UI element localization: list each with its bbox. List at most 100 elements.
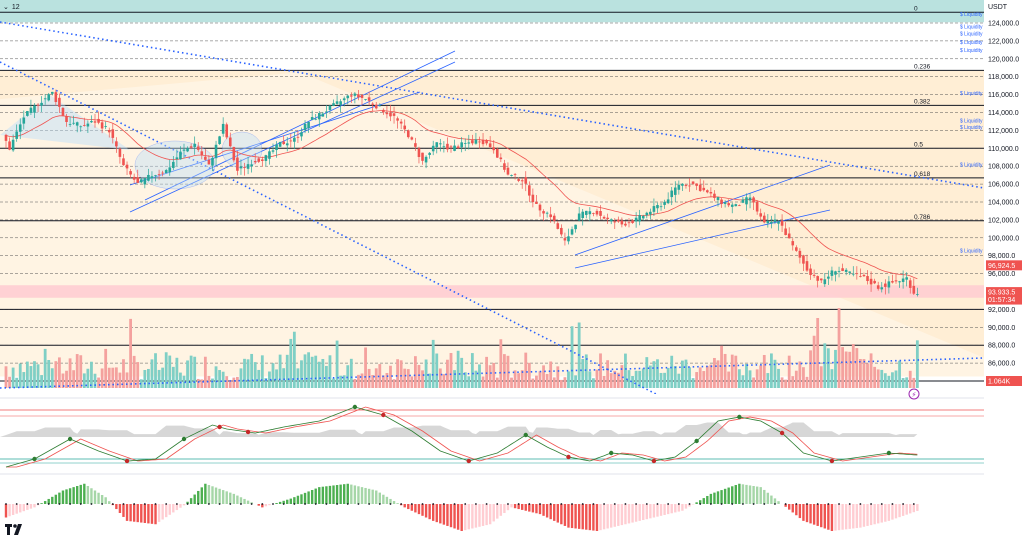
price-tick-label: 110,000.0 (988, 146, 1019, 153)
liquidity-label: $ Liquidity (960, 40, 983, 46)
volume-bar (584, 354, 588, 388)
volume-bar (784, 379, 788, 388)
liquidity-label: $ Liquidity (960, 12, 983, 18)
candle-body (827, 276, 830, 279)
volume-bar (545, 373, 549, 388)
candle-body (118, 148, 122, 157)
volume-bar (631, 375, 634, 388)
macd-bar (478, 504, 481, 527)
macd-bar (236, 495, 239, 504)
candle-body (837, 270, 841, 272)
candle-body (727, 203, 730, 206)
macd-zero-dot (517, 503, 520, 505)
candle-body (802, 255, 805, 264)
candle-body (225, 124, 229, 138)
candle-body (417, 148, 421, 157)
macd-bar (43, 501, 47, 504)
macd-zero-dot (902, 503, 905, 505)
volume-bar (602, 375, 606, 388)
macd-zero-dot (122, 503, 125, 505)
volume-bar (374, 368, 378, 388)
macd-bar (517, 504, 520, 510)
candle-body (4, 134, 8, 141)
macd-bar (229, 492, 232, 504)
candle-body (617, 219, 620, 222)
volume-bar (431, 339, 435, 388)
axis-background (984, 0, 1024, 542)
price-axis[interactable]: 124,000.0 122,000.0 120,000.0 118,000.0 116,… (984, 0, 1024, 542)
volume-bar (844, 351, 848, 388)
oscillator-panel[interactable]: 80.040.00.0-40.0-80.0 (0, 403, 1004, 474)
volume-bar (392, 379, 396, 388)
macd-bar (748, 485, 752, 504)
candle-body (243, 167, 246, 168)
interval-label[interactable]: 12 (11, 3, 20, 11)
fib-top-zone (0, 0, 984, 23)
volume-bar (268, 371, 271, 388)
price-tick-label: 114,000.0 (988, 110, 1019, 117)
macd-panel[interactable]: 4,000.00.0-4,000.00.0-1,026.0 (0, 397, 1024, 536)
macd-bar (610, 504, 613, 528)
candle-body (90, 120, 93, 123)
volume-bar (837, 308, 841, 388)
price-tick-label: 88,000.0 (988, 343, 1015, 350)
macd-bar (179, 504, 182, 508)
candle-body (161, 172, 164, 174)
chevron-down-icon[interactable]: ⌄ (3, 4, 9, 11)
macd-bar (855, 504, 859, 529)
macd-zero-dot (645, 503, 648, 505)
volume-bar (82, 373, 86, 388)
candle-body (570, 229, 574, 235)
volume-bar (406, 369, 410, 388)
osc-cross-dot (694, 438, 699, 444)
macd-bar (161, 504, 164, 520)
candle-body (328, 105, 332, 110)
tradingview-logo[interactable] (4, 522, 26, 536)
volume-bar (901, 378, 905, 388)
macd-bar (79, 484, 82, 504)
macd-bar (453, 504, 456, 529)
candle-body (495, 148, 499, 158)
macd-bar (909, 504, 912, 514)
macd-bar (328, 485, 332, 504)
dotted-trendline-volume (0, 357, 984, 389)
macd-bar (11, 504, 15, 515)
macd-zero-dot (774, 503, 776, 505)
alert-lightning-icon[interactable] (908, 388, 920, 400)
macd-bar (29, 504, 33, 509)
macd-bar (22, 504, 25, 512)
volume-bar (114, 367, 118, 388)
volume-bar (912, 377, 916, 388)
macd-bar (385, 496, 389, 504)
macd-bar (108, 501, 111, 504)
volume-bar (624, 353, 627, 388)
osc-cross-dot (124, 458, 130, 464)
macd-bar (617, 504, 620, 526)
candle-body (392, 113, 396, 116)
volume-bar (143, 369, 147, 388)
candle-body (869, 278, 873, 285)
volume-bar (556, 366, 560, 388)
macd-bar (58, 492, 61, 504)
price-tick-label: 98,000.0 (988, 253, 1015, 260)
volume-bars (4, 308, 919, 388)
channel-line-2 (144, 50, 456, 201)
macd-bar (809, 504, 812, 524)
candle-body (339, 101, 342, 105)
volume-bar (438, 368, 442, 388)
macd-bar (214, 487, 218, 504)
candle-body (716, 197, 720, 201)
candle-body (830, 270, 834, 276)
macd-zero-dot (742, 503, 744, 505)
candle-body (115, 141, 118, 147)
candle-body (876, 285, 880, 289)
osc-cross-dot (181, 436, 187, 442)
candle-body (257, 158, 261, 162)
macd-bar (585, 504, 588, 530)
macd-zero-dot (218, 503, 221, 505)
candle-body (695, 183, 698, 186)
macd-bar (599, 504, 602, 531)
volume-bar (161, 367, 165, 388)
